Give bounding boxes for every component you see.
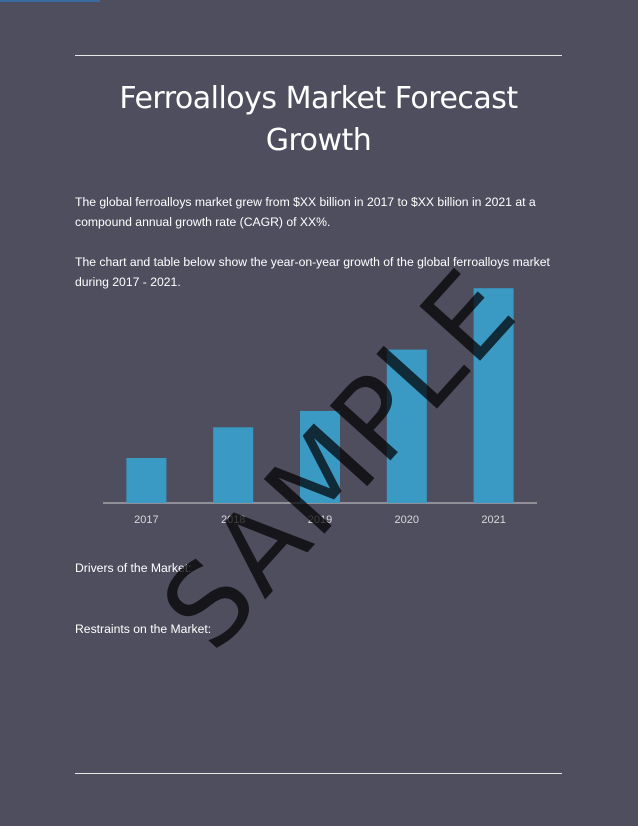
drivers-heading: Drivers of the Market:	[75, 561, 192, 575]
x-tick-label-2020: 2020	[395, 514, 419, 526]
top-divider	[75, 55, 562, 56]
page-title: Ferroalloys Market Forecast Growth	[75, 78, 562, 162]
title-line-1: Ferroalloys Market Forecast	[119, 81, 518, 116]
bar-2017	[126, 458, 167, 503]
chart-description-paragraph: The chart and table below show the year-…	[75, 255, 550, 289]
bar-2018	[213, 427, 254, 503]
restraints-heading: Restraints on the Market:	[75, 622, 212, 636]
x-tick-label-2017: 2017	[134, 514, 158, 526]
x-tick-label-2018: 2018	[221, 514, 245, 526]
intro-paragraph: The global ferroalloys market grew from …	[75, 195, 536, 229]
corner-accent	[0, 0, 100, 2]
bottom-divider	[75, 773, 562, 774]
bar-2020	[386, 349, 427, 503]
title-line-2: Growth	[265, 123, 372, 158]
bar-2019	[300, 410, 340, 503]
bar-2021	[473, 288, 514, 503]
x-tick-label-2019: 2019	[308, 514, 332, 526]
x-tick-label-2021: 2021	[481, 514, 505, 526]
